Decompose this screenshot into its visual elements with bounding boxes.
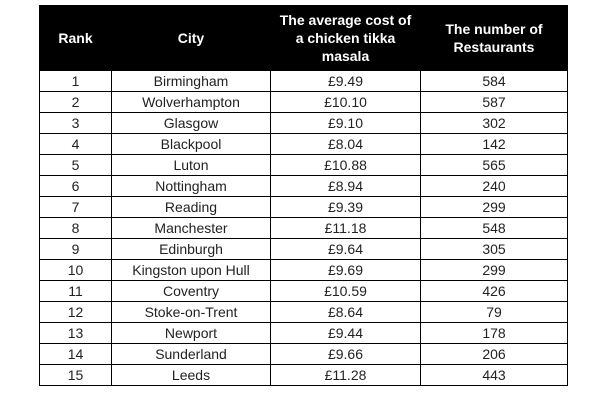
table-row: 1 Birmingham £9.49 584 [39, 70, 568, 92]
cell-restaurant-count: 142 [420, 133, 568, 155]
cell-restaurant-count: 178 [420, 322, 568, 344]
table-body: 1 Birmingham £9.49 584 2 Wolverhampton £10.10 5… [39, 70, 568, 386]
cell-rank: 12 [39, 301, 112, 323]
cell-rank: 6 [39, 175, 112, 197]
table-row: 2 Wolverhampton £10.10 587 [39, 91, 568, 113]
cell-city: Manchester [111, 217, 271, 239]
cell-restaurant-count: 206 [420, 343, 568, 365]
table-row: 6 Nottingham £8.94 240 [39, 175, 568, 197]
header-city: City [111, 5, 271, 71]
table-row: 10 Kingston upon Hull £9.69 299 [39, 259, 568, 281]
cell-city: Leeds [111, 364, 271, 386]
cell-rank: 2 [39, 91, 112, 113]
cell-restaurant-count: 79 [420, 301, 568, 323]
cell-rank: 9 [39, 238, 112, 260]
table-row: 11 Coventry £10.59 426 [39, 280, 568, 302]
cell-average-cost: £9.64 [270, 238, 421, 260]
cell-restaurant-count: 565 [420, 154, 568, 176]
cell-rank: 11 [39, 280, 112, 302]
table-row: 3 Glasgow £9.10 302 [39, 112, 568, 134]
cell-restaurant-count: 302 [420, 112, 568, 134]
cell-city: Stoke-on-Trent [111, 301, 271, 323]
cell-average-cost: £8.94 [270, 175, 421, 197]
cell-rank: 10 [39, 259, 112, 281]
header-restaurant-count: The number of Restaurants [420, 5, 568, 71]
cell-rank: 3 [39, 112, 112, 134]
table-row: 14 Sunderland £9.66 206 [39, 343, 568, 365]
cell-rank: 4 [39, 133, 112, 155]
cell-city: Reading [111, 196, 271, 218]
cell-city: Wolverhampton [111, 91, 271, 113]
cell-restaurant-count: 584 [420, 70, 568, 92]
table-row: 9 Edinburgh £9.64 305 [39, 238, 568, 260]
cell-average-cost: £9.44 [270, 322, 421, 344]
table-header: Rank City The average cost of a chicken … [39, 5, 568, 71]
table-row: 13 Newport £9.44 178 [39, 322, 568, 344]
cell-city: Glasgow [111, 112, 271, 134]
cell-average-cost: £8.64 [270, 301, 421, 323]
cell-rank: 1 [39, 70, 112, 92]
cell-city: Newport [111, 322, 271, 344]
cell-restaurant-count: 443 [420, 364, 568, 386]
table-row: 8 Manchester £11.18 548 [39, 217, 568, 239]
cell-average-cost: £9.66 [270, 343, 421, 365]
city-tikka-masala-table: Rank City The average cost of a chicken … [39, 5, 568, 386]
cell-city: Nottingham [111, 175, 271, 197]
cell-restaurant-count: 305 [420, 238, 568, 260]
cell-restaurant-count: 240 [420, 175, 568, 197]
cell-average-cost: £10.10 [270, 91, 421, 113]
cell-rank: 5 [39, 154, 112, 176]
table-row: 12 Stoke-on-Trent £8.64 79 [39, 301, 568, 323]
cell-city: Blackpool [111, 133, 271, 155]
cell-restaurant-count: 548 [420, 217, 568, 239]
cell-average-cost: £8.04 [270, 133, 421, 155]
cell-city: Kingston upon Hull [111, 259, 271, 281]
cell-restaurant-count: 299 [420, 196, 568, 218]
cell-average-cost: £11.28 [270, 364, 421, 386]
header-average-cost: The average cost of a chicken tikka masa… [270, 5, 421, 71]
header-rank: Rank [39, 5, 112, 71]
cell-rank: 15 [39, 364, 112, 386]
table-row: 5 Luton £10.88 565 [39, 154, 568, 176]
cell-restaurant-count: 587 [420, 91, 568, 113]
cell-average-cost: £9.39 [270, 196, 421, 218]
cell-rank: 14 [39, 343, 112, 365]
cell-restaurant-count: 299 [420, 259, 568, 281]
cell-restaurant-count: 426 [420, 280, 568, 302]
cell-average-cost: £9.69 [270, 259, 421, 281]
data-table-container: Rank City The average cost of a chicken … [39, 5, 568, 386]
cell-average-cost: £9.49 [270, 70, 421, 92]
cell-average-cost: £9.10 [270, 112, 421, 134]
table-row: 15 Leeds £11.28 443 [39, 364, 568, 386]
cell-city: Edinburgh [111, 238, 271, 260]
cell-rank: 7 [39, 196, 112, 218]
cell-city: Luton [111, 154, 271, 176]
cell-average-cost: £11.18 [270, 217, 421, 239]
cell-city: Sunderland [111, 343, 271, 365]
table-row: 7 Reading £9.39 299 [39, 196, 568, 218]
cell-rank: 13 [39, 322, 112, 344]
header-row: Rank City The average cost of a chicken … [39, 5, 568, 71]
cell-average-cost: £10.88 [270, 154, 421, 176]
cell-city: Coventry [111, 280, 271, 302]
table-row: 4 Blackpool £8.04 142 [39, 133, 568, 155]
cell-city: Birmingham [111, 70, 271, 92]
cell-rank: 8 [39, 217, 112, 239]
cell-average-cost: £10.59 [270, 280, 421, 302]
